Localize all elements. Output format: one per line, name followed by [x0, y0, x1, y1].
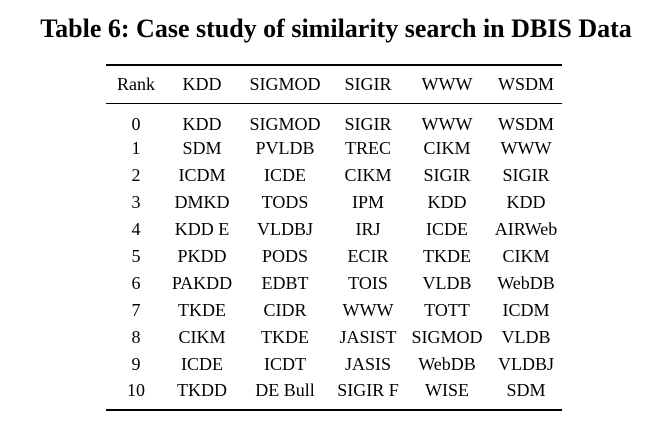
table-header-row: Rank KDD SIGMOD SIGIR WWW WSDM [106, 65, 562, 103]
venue-cell: CIKM [423, 137, 471, 158]
rank-cell: 7 [131, 299, 141, 320]
venue-cell: DE Bull [255, 379, 315, 400]
venue-cell: CIKM [502, 245, 550, 266]
venue-cell: SIGIR [423, 164, 471, 185]
venue-cell: PODS [261, 245, 309, 266]
venue-cell: JASIS [344, 353, 392, 374]
header-kdd: KDD [182, 73, 222, 94]
table-row: 9 ICDE ICDT JASIS WebDB VLDBJ [106, 351, 562, 378]
header-rank: Rank [117, 73, 155, 94]
rank-cell: 8 [131, 326, 141, 347]
table-row: 5 PKDD PODS ECIR TKDE CIKM [106, 243, 562, 270]
venue-cell: WISE [425, 379, 469, 400]
venue-cell: VLDBJ [256, 218, 313, 239]
venue-cell: PKDD [177, 245, 227, 266]
venue-cell: SIGIR [344, 113, 392, 134]
venue-cell: CIKM [344, 164, 392, 185]
rank-cell: 6 [131, 272, 141, 293]
header-sigir: SIGIR [344, 73, 392, 94]
rank-cell: 1 [131, 137, 141, 158]
venue-cell: KDD [182, 113, 222, 134]
venue-cell: ICDE [426, 218, 468, 239]
rank-cell: 9 [131, 353, 141, 374]
venue-cell: PAKDD [171, 272, 233, 293]
venue-cell: SDM [506, 379, 546, 400]
table-row: 7 TKDE CIDR WWW TOTT ICDM [106, 297, 562, 324]
venue-cell: ICDT [264, 353, 306, 374]
venue-cell: TODS [261, 191, 309, 212]
venue-cell: WebDB [418, 353, 476, 374]
venue-cell: CIKM [178, 326, 226, 347]
venue-cell: SIGIR [502, 164, 550, 185]
venue-cell: EDBT [261, 272, 309, 293]
rank-cell: 2 [131, 164, 141, 185]
table-row: 10 TKDD DE Bull SIGIR F WISE SDM [106, 378, 562, 410]
venue-cell: CIDR [263, 299, 307, 320]
header-sigmod: SIGMOD [249, 73, 321, 94]
table-row: 8 CIKM TKDE JASIST SIGMOD VLDB [106, 324, 562, 351]
table-row: 3 DMKD TODS IPM KDD KDD [106, 189, 562, 216]
rank-cell: 10 [127, 379, 145, 400]
table-row: 4 KDD E VLDBJ IRJ ICDE AIRWeb [106, 216, 562, 243]
venue-cell: JASIST [339, 326, 397, 347]
table-body: 0 KDD SIGMOD SIGIR WWW WSDM 1 SDM PVLDB TREC CIKM W… [106, 103, 562, 410]
venue-cell: WebDB [497, 272, 555, 293]
header-wsdm: WSDM [497, 73, 554, 94]
venue-cell: ICDM [178, 164, 226, 185]
venue-cell: SIGMOD [249, 113, 321, 134]
venue-cell: ICDE [264, 164, 306, 185]
rank-cell: 3 [131, 191, 141, 212]
venue-cell: IPM [351, 191, 384, 212]
table-caption: Table 6: Case study of similarity search… [40, 14, 632, 43]
venue-cell: DMKD [174, 191, 230, 212]
venue-cell: TKDE [178, 299, 226, 320]
venue-cell: KDD E [174, 218, 230, 239]
rank-cell: 4 [131, 218, 141, 239]
venue-cell: WWW [342, 299, 394, 320]
rank-cell: 0 [131, 113, 141, 134]
venue-cell: TKDE [423, 245, 471, 266]
venue-cell: AIRWeb [494, 218, 558, 239]
venue-cell: ICDE [181, 353, 223, 374]
venue-cell: PVLDB [255, 137, 315, 158]
header-www: WWW [421, 73, 473, 94]
venue-cell: TOTT [424, 299, 470, 320]
table-row: 2 ICDM ICDE CIKM SIGIR SIGIR [106, 162, 562, 189]
venue-cell: WWW [500, 137, 552, 158]
venue-cell: ECIR [347, 245, 389, 266]
venue-cell: TKDE [261, 326, 309, 347]
venue-cell: SIGIR F [337, 379, 399, 400]
venue-cell: SIGMOD [411, 326, 483, 347]
venue-cell: IRJ [355, 218, 381, 239]
venue-cell: ICDM [502, 299, 550, 320]
venue-cell: VLDBJ [497, 353, 554, 374]
similarity-search-table: Rank KDD SIGMOD SIGIR WWW WSDM 0 KDD SIGMO… [106, 64, 562, 411]
venue-cell: WSDM [497, 113, 554, 134]
venue-cell: KDD [427, 191, 467, 212]
venue-cell: SDM [182, 137, 222, 158]
venue-cell: TKDD [177, 379, 227, 400]
venue-cell: KDD [506, 191, 546, 212]
venue-cell: TOIS [348, 272, 388, 293]
table-row: 1 SDM PVLDB TREC CIKM WWW [106, 135, 562, 162]
table-row: 0 KDD SIGMOD SIGIR WWW WSDM [106, 103, 562, 135]
venue-cell: VLDB [422, 272, 472, 293]
venue-cell: TREC [344, 137, 391, 158]
rank-cell: 5 [131, 245, 141, 266]
table-row: 6 PAKDD EDBT TOIS VLDB WebDB [106, 270, 562, 297]
venue-cell: VLDB [501, 326, 551, 347]
venue-cell: WWW [421, 113, 473, 134]
